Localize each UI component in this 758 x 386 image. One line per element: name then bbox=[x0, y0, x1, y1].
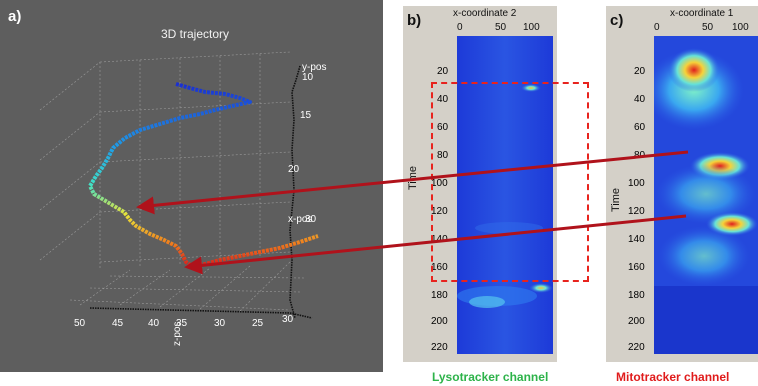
y-tick-20: 20 bbox=[288, 164, 300, 175]
mitotracker-heatmap-image bbox=[654, 36, 758, 354]
panel-c-ytick-40: 40 bbox=[634, 94, 646, 105]
lysotracker-caption: Lysotracker channel bbox=[432, 370, 549, 384]
panel-c-ytick-140: 140 bbox=[628, 234, 645, 245]
panel-b-xtick-50: 50 bbox=[495, 22, 507, 33]
panel-a-3d-trajectory: a) 3D trajectory bbox=[0, 0, 383, 372]
y-tick-10: 10 bbox=[302, 72, 314, 83]
panel-c-xtick-100: 100 bbox=[732, 22, 749, 33]
panel-b-ytick-40: 40 bbox=[437, 94, 449, 105]
panel-c-ytick-100: 100 bbox=[628, 178, 645, 189]
panel-c-ytick-60: 60 bbox=[634, 122, 646, 133]
panel-b-ytick-220: 220 bbox=[431, 342, 448, 353]
panel-b-ytick-120: 120 bbox=[431, 206, 448, 217]
x-tick-30: 30 bbox=[305, 214, 317, 225]
trajectory-shadow-floor bbox=[89, 307, 313, 319]
z-axis-label: z-pos bbox=[172, 322, 183, 346]
mitotracker-heatmap bbox=[654, 36, 758, 354]
z-tick-25: 25 bbox=[252, 318, 264, 329]
panel-b-ytick-20: 20 bbox=[437, 66, 449, 77]
trajectory-plot: y-pos 10 15 20 x-pos 30 50 45 40 35 30 2… bbox=[39, 51, 326, 346]
panel-c-xtick-50: 50 bbox=[702, 22, 714, 33]
panel-c-ytick-200: 200 bbox=[628, 316, 645, 327]
panel-a-letter: a) bbox=[8, 8, 22, 25]
panel-b-ytick-160: 160 bbox=[431, 262, 448, 273]
panel-b-ytick-200: 200 bbox=[431, 316, 448, 327]
z-tick-30: 30 bbox=[214, 318, 226, 329]
depth-tick-30: 30 bbox=[282, 314, 294, 325]
z-tick-45: 45 bbox=[112, 318, 124, 329]
panel-b-ylabel: Time bbox=[407, 165, 419, 190]
panel-b-letter: b) bbox=[407, 12, 422, 29]
panel-b-ytick-60: 60 bbox=[437, 122, 449, 133]
panel-c-ytick-20: 20 bbox=[634, 66, 646, 77]
y-axis-label: y-pos bbox=[302, 62, 326, 73]
panel-c-ytick-120: 120 bbox=[628, 206, 645, 217]
panel-a-title: 3D trajectory bbox=[160, 27, 230, 41]
panel-c-ytick-160: 160 bbox=[628, 262, 645, 273]
panel-c-xtick-0: 0 bbox=[654, 22, 660, 33]
panel-c-axis-title: x-coordinate 1 bbox=[670, 8, 734, 19]
y-tick-15: 15 bbox=[300, 110, 312, 121]
panel-c-ytick-220: 220 bbox=[628, 342, 645, 353]
panel-c-mitotracker: c) x-coordinate 1 0 50 100 Time bbox=[606, 6, 758, 362]
trajectory-shadow-wall bbox=[289, 65, 301, 319]
z-tick-40: 40 bbox=[148, 318, 160, 329]
mitotracker-caption: Mitotracker channel bbox=[616, 370, 730, 384]
panel-c-ylabel: Time bbox=[610, 187, 622, 212]
panel-c-letter: c) bbox=[610, 12, 624, 29]
panel-c-ytick-80: 80 bbox=[634, 150, 646, 161]
highlight-box bbox=[431, 82, 589, 282]
panel-b-ytick-180: 180 bbox=[431, 290, 448, 301]
z-tick-50: 50 bbox=[74, 318, 86, 329]
panel-b-xtick-0: 0 bbox=[457, 22, 463, 33]
z-tick-35: 35 bbox=[176, 318, 188, 329]
panel-b-axis-title: x-coordinate 2 bbox=[453, 8, 517, 19]
grid-box bbox=[39, 51, 306, 312]
panel-b-xtick-100: 100 bbox=[523, 22, 540, 33]
panel-c-ytick-180: 180 bbox=[628, 290, 645, 301]
trajectory-line bbox=[88, 82, 319, 268]
